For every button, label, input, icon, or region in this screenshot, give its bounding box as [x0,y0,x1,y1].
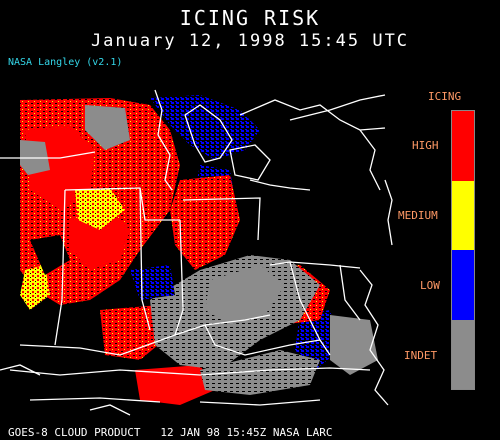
icing-fields [20,95,378,405]
footer-caption: GOES-8 CLOUD PRODUCT 12 JAN 98 15:45Z NA… [8,426,333,439]
legend-swatch-medium [452,180,474,250]
legend-swatch-indet [452,319,474,389]
legend-swatch-low [452,250,474,320]
legend-label-high: HIGH [412,139,439,152]
icing-map [0,89,393,416]
state-boundaries [0,89,393,416]
map-title: ICING RISK [179,6,321,30]
legend-title: ICING [428,90,462,103]
legend-label-medium: MEDIUM [398,209,438,222]
legend-label-low: LOW [420,279,440,292]
legend-label-indet: INDET [404,349,438,362]
credit-label: NASA Langley (v2.1) [8,57,123,68]
legend-swatch-high [452,111,474,181]
map-datetime: January 12, 1998 15:45 UTC [90,31,410,51]
legend-color-bar [451,110,475,390]
